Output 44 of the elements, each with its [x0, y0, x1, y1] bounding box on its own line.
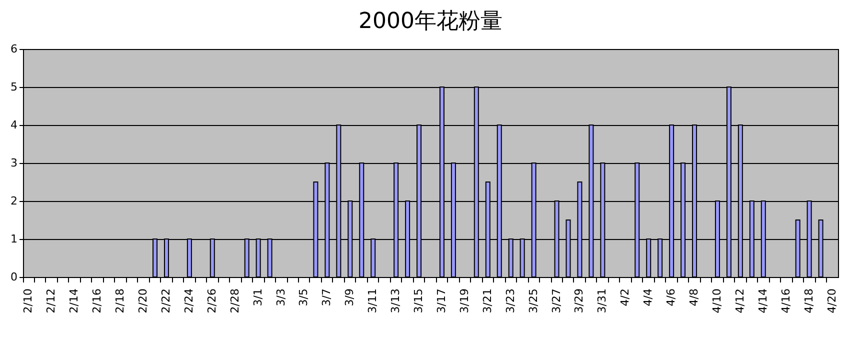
- x-tick-label: 3/19: [458, 288, 471, 314]
- x-tick-label: 4/12: [733, 288, 746, 314]
- x-tick-label: 3/5: [297, 288, 310, 306]
- x-tick-label: 3/7: [320, 288, 334, 306]
- x-tick-label: 3/13: [389, 288, 402, 314]
- x-tick-label: 4/2: [618, 288, 632, 306]
- x-tick-label: 2/14: [68, 288, 81, 314]
- y-tick-label: 4: [10, 118, 18, 132]
- x-tick-label: 3/25: [526, 288, 540, 314]
- x-tick-label: 4/10: [710, 288, 724, 314]
- x-tick-label: 3/27: [550, 288, 563, 314]
- x-tick-label: 3/23: [504, 288, 517, 314]
- x-tick-label: 3/1: [251, 288, 264, 306]
- x-tick-label: 4/20: [825, 288, 838, 314]
- x-tick-label: 3/31: [596, 288, 609, 314]
- x-tick-label: 4/4: [642, 288, 655, 306]
- x-tick-label: 2/28: [228, 288, 242, 314]
- x-tick-label: 2/12: [44, 288, 58, 314]
- x-tick-label: 4/18: [802, 288, 816, 314]
- y-tick-label: 2: [10, 194, 18, 208]
- x-tick-label: 3/17: [434, 288, 448, 314]
- x-tick-label: 3/29: [572, 288, 586, 314]
- x-tick-label: 2/22: [159, 288, 172, 314]
- y-tick-label: 1: [10, 232, 18, 246]
- y-tick-label: 6: [10, 42, 18, 56]
- x-tick-label: 3/15: [412, 288, 426, 314]
- x-tick-label: 3/3: [274, 288, 288, 306]
- x-tick-label: 2/16: [90, 288, 104, 314]
- x-tick-label: 4/6: [664, 288, 678, 306]
- x-tick-label: 4/8: [688, 288, 701, 306]
- chart-title: 2000年花粉量: [358, 9, 502, 34]
- y-tick-label: 3: [10, 156, 18, 170]
- y-tick-label: 0: [10, 270, 18, 284]
- x-tick-label: 2/20: [136, 288, 150, 314]
- x-tick-label: 4/16: [779, 288, 792, 314]
- y-tick-label: 5: [10, 80, 18, 94]
- x-tick-label: 2/26: [205, 288, 218, 314]
- x-tick-label: 3/9: [343, 288, 356, 306]
- x-tick-label: 2/10: [22, 288, 35, 314]
- x-tick-label: 3/21: [480, 288, 494, 314]
- x-tick-label: 3/11: [366, 288, 380, 314]
- x-tick-label: 2/24: [182, 288, 196, 314]
- x-tick-label: 4/14: [756, 288, 770, 314]
- x-tick-label: 2/18: [114, 288, 127, 314]
